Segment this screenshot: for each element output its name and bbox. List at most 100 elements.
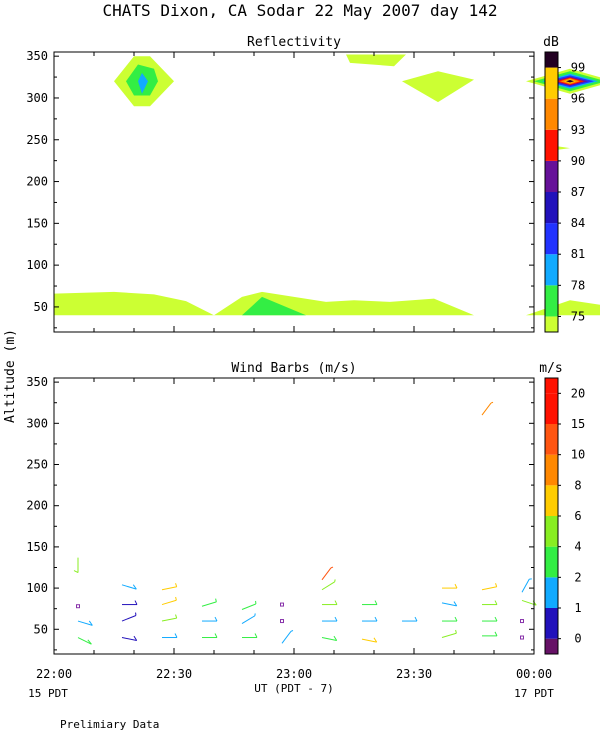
colorbar-swatch xyxy=(545,516,558,547)
colorbar-label: 90 xyxy=(571,154,585,168)
wind-barb xyxy=(482,616,498,622)
x-tick-label: 23:00 xyxy=(276,667,312,681)
colorbar-swatch xyxy=(545,608,558,639)
reflectivity-ticks: 50 100 150 200 250 300 350 xyxy=(26,49,535,332)
reflectivity-panel: Reflectivity 50 100 150 200 250 300 350 75 78 81… xyxy=(26,35,600,333)
wind-barb xyxy=(201,598,217,607)
reflectivity-title: Reflectivity xyxy=(247,35,341,50)
wind-barbs-frame xyxy=(53,377,535,655)
y-tick-label: 200 xyxy=(26,175,48,189)
wind-barbs-marks xyxy=(73,401,537,645)
x-tick-labels: 22:00 22:30 23:00 23:30 00:00 xyxy=(36,667,552,681)
wind-barb xyxy=(362,600,378,606)
colorbar-label: 84 xyxy=(571,216,585,230)
colorbar-swatch xyxy=(545,160,558,192)
wind-barb xyxy=(121,635,138,641)
y-tick-label: 300 xyxy=(26,91,48,105)
colorbar-label: 15 xyxy=(571,417,585,431)
y-tick-label: 150 xyxy=(26,540,48,554)
wind-barb xyxy=(321,635,338,641)
colorbar-label: 20 xyxy=(571,386,585,400)
wind-barb xyxy=(322,616,338,622)
reflectivity-colorbar: 75 78 81 84 87 90 93 96 99 xyxy=(544,51,585,333)
wind-barb xyxy=(520,635,524,640)
colorbar-swatch xyxy=(545,485,558,516)
right-time-note: 17 PDT xyxy=(514,687,554,700)
wind-barbs-panel: Wind Barbs (m/s) 50 100 150 200 250 300 350 0 1… xyxy=(26,361,585,655)
colorbar-swatch xyxy=(545,378,558,394)
wind-barb xyxy=(162,633,178,639)
y-tick-label: 50 xyxy=(34,300,48,314)
x-tick-label: 23:30 xyxy=(396,667,432,681)
y-tick-label: 50 xyxy=(34,622,48,636)
y-tick-label: 250 xyxy=(26,133,48,147)
wind-barb xyxy=(202,633,218,639)
wind-barb xyxy=(520,619,524,624)
wind-barb xyxy=(521,578,532,593)
colorbar-label: 1 xyxy=(574,601,581,615)
y-axis-label: Altitude (m) xyxy=(3,329,18,423)
wind-barb xyxy=(76,604,80,609)
reflectivity-region xyxy=(346,54,406,67)
y-tick-label: 100 xyxy=(26,581,48,595)
colorbar-label: 96 xyxy=(571,92,585,106)
wind-barb xyxy=(281,630,294,644)
wind-barb xyxy=(441,629,457,639)
reflectivity-region xyxy=(138,72,148,94)
y-tick-label: 150 xyxy=(26,216,48,230)
wind-barb xyxy=(361,637,378,643)
figure-title: CHATS Dixon, CA Sodar 22 May 2007 day 14… xyxy=(103,1,498,20)
wind-barb xyxy=(121,612,137,622)
wind-barb xyxy=(121,584,137,590)
reflectivity-fills xyxy=(54,54,600,316)
colorbar-label: 81 xyxy=(571,247,585,261)
reflectivity-region xyxy=(402,71,474,103)
colorbar-label: 4 xyxy=(574,540,581,554)
y-tick-label: 350 xyxy=(26,375,48,389)
colorbar-swatch xyxy=(545,129,558,161)
wind-barb xyxy=(161,614,178,622)
y-tick-label: 100 xyxy=(26,258,48,272)
colorbar-swatch xyxy=(545,223,558,255)
wind-barb xyxy=(122,600,138,606)
wind-barb xyxy=(161,583,178,591)
colorbar-swatch xyxy=(545,98,558,130)
wind-barb xyxy=(280,602,284,607)
colorbar-label: 87 xyxy=(571,185,585,199)
wind-unit-label: m/s xyxy=(539,361,562,376)
colorbar-swatch xyxy=(545,393,558,424)
footnote: Prelimiary Data xyxy=(60,718,159,731)
y-tick-label: 250 xyxy=(26,458,48,472)
wind-barb xyxy=(482,600,498,606)
colorbar-label: 0 xyxy=(574,632,581,646)
wind-barb xyxy=(482,631,498,637)
x-axis-label: UT (PDT - 7) xyxy=(254,682,333,695)
colorbar-label: 99 xyxy=(571,61,585,75)
colorbar-swatch xyxy=(545,316,558,332)
colorbar-swatch xyxy=(545,577,558,608)
x-tick-label: 22:30 xyxy=(156,667,192,681)
reflectivity-region xyxy=(54,291,214,316)
wind-barb xyxy=(442,583,458,589)
colorbar-label: 93 xyxy=(571,123,585,137)
wind-barbs-title: Wind Barbs (m/s) xyxy=(231,361,356,376)
reflectivity-region xyxy=(566,80,574,83)
colorbar-label: 75 xyxy=(571,309,585,323)
wind-colorbar: 0 1 2 4 6 8 10 15 20 xyxy=(544,377,585,655)
wind-barb xyxy=(241,600,257,610)
colorbar-label: 6 xyxy=(574,509,581,523)
colorbar-label: 10 xyxy=(571,448,585,462)
wind-barb xyxy=(442,616,458,622)
wind-barb xyxy=(77,620,93,626)
colorbar-label: 78 xyxy=(571,278,585,292)
x-tick-label: 22:00 xyxy=(36,667,72,681)
colorbar-swatch xyxy=(545,285,558,317)
wind-barb xyxy=(481,401,494,416)
y-tick-label: 300 xyxy=(26,416,48,430)
reflectivity-region xyxy=(526,300,600,316)
colorbar-swatch xyxy=(545,638,558,654)
wind-barb xyxy=(362,616,378,622)
wind-barb xyxy=(441,601,458,607)
colorbar-swatch xyxy=(545,52,558,68)
wind-barb xyxy=(322,600,338,606)
